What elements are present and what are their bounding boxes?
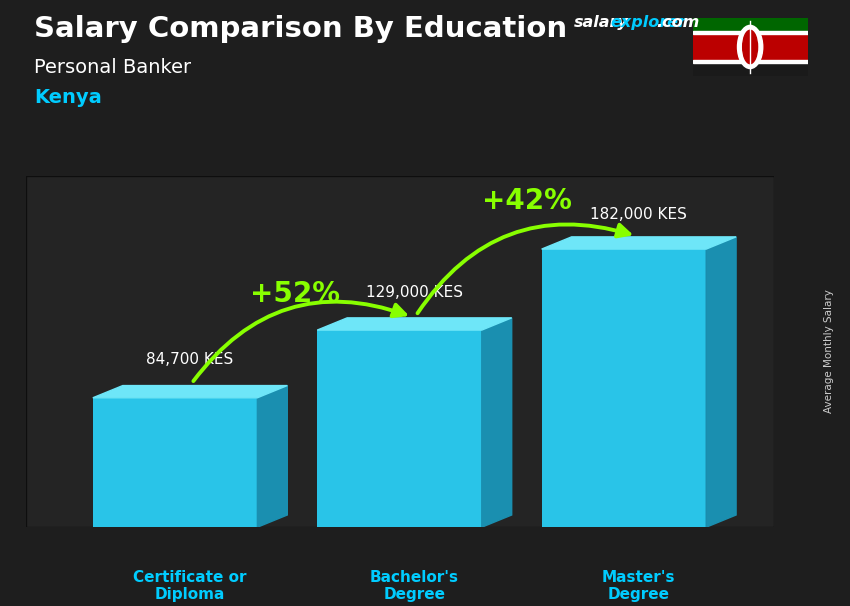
- Text: Certificate or
Diploma: Certificate or Diploma: [133, 570, 246, 602]
- Polygon shape: [541, 237, 736, 249]
- FancyArrowPatch shape: [417, 224, 629, 313]
- FancyBboxPatch shape: [26, 176, 774, 527]
- Text: Average Monthly Salary: Average Monthly Salary: [824, 290, 834, 413]
- Text: +52%: +52%: [250, 279, 340, 308]
- FancyArrowPatch shape: [193, 302, 405, 381]
- Text: Master's
Degree: Master's Degree: [602, 570, 676, 602]
- Text: salary: salary: [574, 15, 628, 30]
- Text: +42%: +42%: [482, 187, 571, 215]
- Text: 129,000 KES: 129,000 KES: [366, 285, 463, 299]
- Bar: [541, 249, 706, 527]
- Text: 182,000 KES: 182,000 KES: [591, 207, 688, 222]
- Text: Kenya: Kenya: [34, 88, 102, 107]
- Text: Salary Comparison By Education: Salary Comparison By Education: [34, 15, 567, 43]
- Bar: [317, 330, 482, 527]
- Bar: [693, 60, 808, 62]
- Bar: [93, 398, 258, 527]
- Bar: [693, 18, 808, 33]
- Text: explorer: explorer: [610, 15, 686, 30]
- Ellipse shape: [738, 25, 762, 68]
- Ellipse shape: [743, 30, 757, 64]
- Polygon shape: [258, 385, 287, 527]
- Bar: [693, 32, 808, 34]
- Polygon shape: [482, 318, 512, 527]
- Text: Bachelor's
Degree: Bachelor's Degree: [370, 570, 459, 602]
- Bar: [693, 61, 808, 76]
- Polygon shape: [317, 318, 512, 330]
- Text: Personal Banker: Personal Banker: [34, 58, 191, 76]
- Polygon shape: [93, 385, 287, 398]
- Polygon shape: [706, 237, 736, 527]
- Bar: [693, 33, 808, 61]
- Text: .com: .com: [656, 15, 700, 30]
- Text: 84,700 KES: 84,700 KES: [146, 352, 234, 367]
